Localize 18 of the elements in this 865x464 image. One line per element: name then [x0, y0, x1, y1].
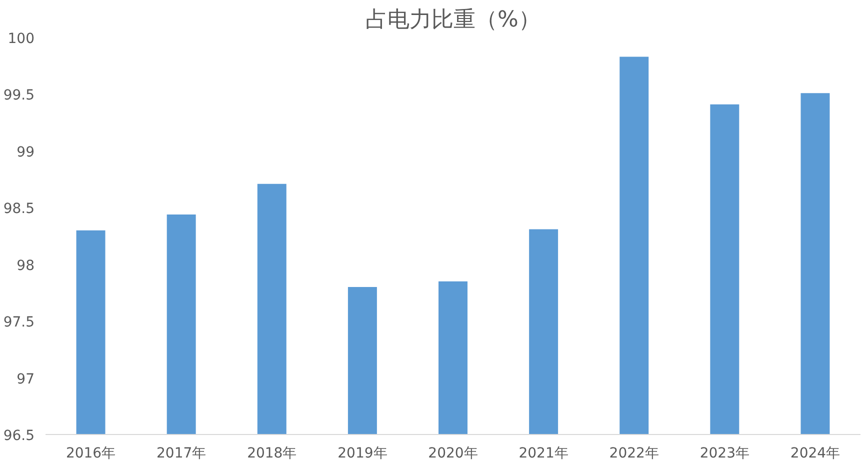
- y-tick-label: 98.5: [3, 201, 34, 218]
- x-tick-label: 2021年: [518, 446, 568, 462]
- x-tick-label: 2016年: [66, 446, 116, 462]
- y-tick-label: 100: [8, 31, 35, 47]
- x-tick-label: 2017年: [156, 446, 206, 462]
- y-tick-label: 99.5: [3, 88, 34, 104]
- y-tick-label: 96.5: [3, 428, 34, 444]
- x-tick-label: 2024年: [790, 446, 840, 462]
- y-tick-label: 97.5: [3, 314, 34, 331]
- chart-title: 占电力比重（%）: [366, 8, 540, 32]
- x-tick-label: 2020年: [428, 446, 478, 462]
- x-tick-label: 2018年: [247, 446, 297, 462]
- y-tick-label: 99: [16, 144, 35, 160]
- x-tick-label: 2019年: [338, 446, 388, 462]
- y-tick-label: 97: [16, 371, 35, 388]
- y-tick-label: 98: [16, 258, 35, 274]
- x-tick-label: 2022年: [609, 446, 659, 462]
- x-tick-label: 2023年: [700, 446, 750, 462]
